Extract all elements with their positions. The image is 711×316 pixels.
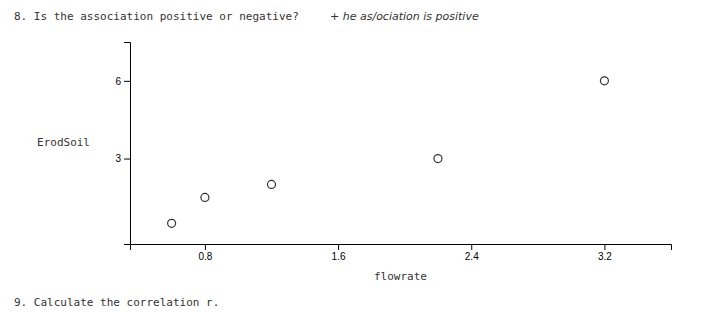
annotation: 8. Is the association positive or negati…: [14, 10, 299, 23]
y-tick-label: 6: [115, 76, 121, 87]
x-tick-label: 0.8: [198, 251, 212, 262]
x-tick-mark: [338, 244, 339, 250]
x-tick: 3.2: [598, 244, 612, 262]
y-tick: 6: [115, 76, 130, 87]
y-tick-label: 3: [115, 153, 121, 164]
x-tick-label: 1.6: [332, 251, 346, 262]
x-tick: 0.8: [198, 244, 212, 262]
y-axis-label: ErodSoil: [37, 136, 90, 149]
plot: 0.81.62.43.236flowrateErodSoil: [37, 43, 671, 284]
points: [168, 77, 609, 227]
chart-svg: 8. Is the association positive or negati…: [0, 0, 711, 316]
x-axis-line: [131, 245, 672, 251]
x-tick-mark: [604, 244, 605, 250]
y-tick-mark: [124, 159, 130, 160]
x-tick: 2.4: [465, 244, 479, 262]
x-tick: 1.6: [332, 244, 346, 262]
y-axis: 36: [115, 43, 130, 245]
x-tick-label: 2.4: [465, 251, 479, 262]
x-tick-mark: [205, 244, 206, 250]
x-axis-label: flowrate: [374, 270, 427, 283]
x-tick-label: 3.2: [598, 251, 612, 262]
point: [168, 219, 176, 227]
point: [201, 193, 209, 201]
y-tick-mark: [124, 81, 130, 82]
y-tick: 3: [115, 153, 130, 164]
annotation: + he as/ociation is positive: [330, 10, 479, 23]
annotation: 9. Calculate the correlation r.: [14, 296, 219, 309]
point: [434, 155, 442, 163]
y-axis-line: [124, 43, 131, 245]
x-tick-mark: [471, 244, 472, 250]
point: [600, 77, 608, 85]
x-axis: 0.8 1.6 2.4 3.2: [131, 244, 672, 262]
point: [267, 180, 275, 188]
